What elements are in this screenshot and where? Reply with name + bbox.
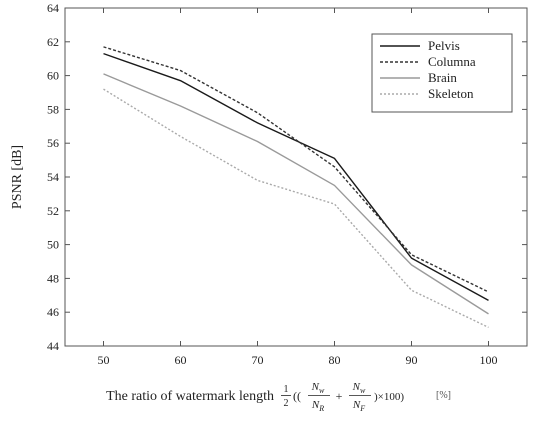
legend-label-pelvis: Pelvis: [428, 38, 460, 53]
x-tick-label: 50: [98, 353, 110, 367]
y-tick-label: 46: [47, 305, 59, 319]
y-tick-label: 50: [47, 238, 59, 252]
formula-unit: [%]: [436, 390, 451, 401]
x-tick-label: 100: [480, 353, 498, 367]
formula-frac2-num-base: N: [352, 381, 361, 393]
x-tick-label: 90: [406, 353, 418, 367]
y-tick-label: 60: [47, 69, 59, 83]
formula-frac2-numerator: Nw: [352, 381, 366, 395]
formula-frac1-numerator: Nw: [311, 381, 325, 395]
y-tick-label: 52: [47, 204, 59, 218]
y-tick-label: 44: [47, 339, 59, 353]
formula-frac1-denominator: NR: [311, 399, 324, 413]
x-axis-label: The ratio of watermark length: [106, 389, 274, 404]
x-axis-label-group: The ratio of watermark length 1 2 (( Nw …: [106, 381, 451, 413]
series-line-brain: [103, 73, 489, 315]
x-tick-label: 80: [329, 353, 341, 367]
formula-close: )×100): [374, 391, 404, 403]
x-axis-formula: 1 2 (( Nw NR + Nw NF )×1: [281, 381, 451, 413]
formula-frac2-den-sub: F: [359, 404, 365, 413]
y-tick-label: 62: [47, 35, 59, 49]
legend-label-skeleton: Skeleton: [428, 86, 474, 101]
formula-frac1-num-base: N: [311, 381, 320, 393]
series-layer: [103, 46, 489, 329]
y-tick-label: 54: [47, 170, 59, 184]
formula-frac1-num-sub: w: [319, 386, 325, 395]
formula-frac2-den-base: N: [352, 399, 361, 411]
y-axis-label: PSNR [dB]: [10, 145, 25, 209]
y-tick-label: 64: [47, 1, 59, 15]
y-tick-label: 56: [47, 136, 59, 150]
formula-half-numerator: 1: [284, 384, 289, 395]
x-axis: 50 60 70 80 90 100: [98, 8, 498, 367]
y-tick-label: 48: [47, 271, 59, 285]
formula-frac1-den-sub: R: [318, 404, 324, 413]
x-tick-label: 60: [175, 353, 187, 367]
series-line-columna: [103, 46, 489, 293]
x-tick-label: 70: [252, 353, 264, 367]
formula-frac1-den-base: N: [311, 399, 320, 411]
y-tick-label: 58: [47, 102, 59, 116]
formula-plus: +: [336, 389, 343, 403]
formula-frac2-denominator: NF: [352, 399, 365, 413]
legend-label-brain: Brain: [428, 70, 457, 85]
series-line-skeleton: [103, 88, 489, 329]
formula-frac2-num-sub: w: [360, 386, 366, 395]
formula-half-denominator: 2: [284, 398, 289, 409]
legend-label-columna: Columna: [428, 54, 476, 69]
legend-box: [371, 33, 513, 113]
y-axis: 44 46 48 50 52 54 56 58 60 62 64: [47, 1, 527, 353]
formula-open-paren: ((: [293, 389, 301, 403]
